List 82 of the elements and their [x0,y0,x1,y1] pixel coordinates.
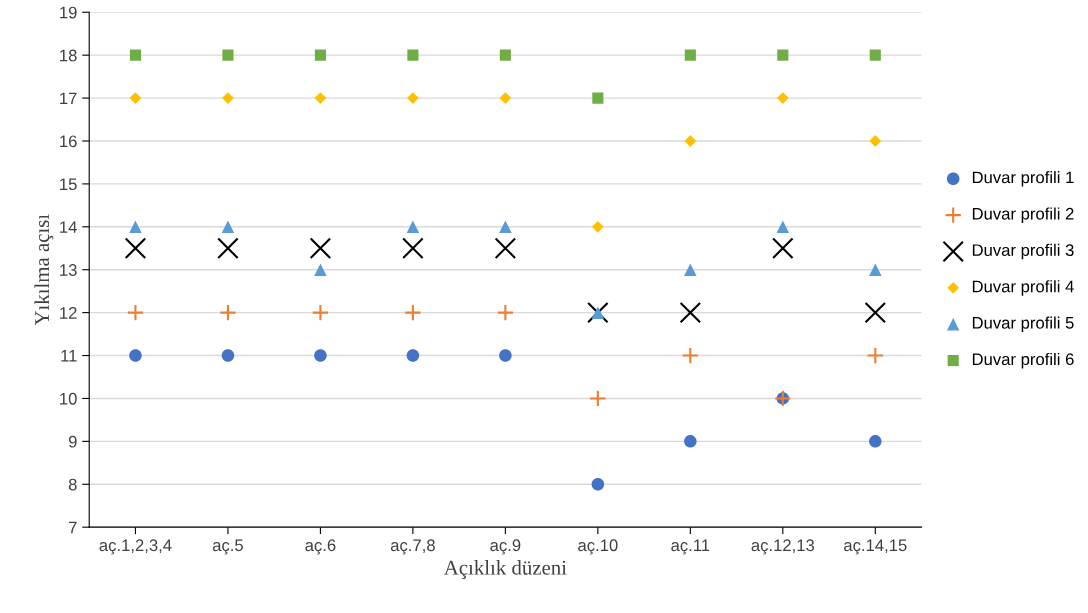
point [591,220,604,233]
x-tick-label: aç.14,15 [844,539,907,555]
point [314,263,327,276]
point [129,49,142,61]
point [684,135,697,147]
point [406,349,420,362]
point [129,220,142,234]
point [129,349,142,362]
point [681,346,700,365]
point [499,49,511,61]
y-tick-label: 16 [60,135,77,148]
point [864,301,887,324]
point [219,303,237,322]
point [591,478,605,491]
legend-label: Duvar profili 5 [972,316,1074,333]
legend-label: Duvar profili 1 [972,171,1074,187]
x-tick-label: aç.11 [671,539,710,555]
point [494,237,517,260]
point [406,220,420,234]
point [866,346,884,365]
point [772,237,794,260]
point [311,303,330,322]
y-tick-label: 7 [69,521,77,534]
point [776,220,790,234]
point [684,49,696,61]
point [776,92,789,104]
point [684,263,697,276]
y-tick-label: 17 [60,92,77,105]
point [869,263,882,276]
point [592,92,604,104]
y-tick-label: 9 [68,435,77,448]
point [222,49,234,61]
y-tick-label: 8 [68,478,77,491]
point [499,92,512,104]
y-tick-label: 10 [60,392,77,405]
x-tick-label: aç.12,13 [751,539,815,555]
point [496,303,515,322]
point [591,306,605,319]
x-tick-label: aç.6 [305,539,336,555]
legend-label: Duvar profili 2 [972,207,1074,223]
point [314,349,327,362]
point [126,303,145,322]
point [217,237,239,260]
point [407,92,419,104]
point [499,349,512,362]
point [777,49,789,61]
point [407,49,419,61]
point [221,220,235,234]
point [869,49,881,61]
y-tick-label: 19 [60,6,77,19]
x-tick-label: aç.9 [490,539,521,555]
y-tick-label: 12 [60,307,77,319]
y-tick-label: 11 [61,350,77,362]
point [314,49,326,61]
legend-label: Duvar profili 4 [972,280,1074,296]
point [679,301,702,324]
x-axis-title: Açıklık düzeni [443,560,567,579]
x-tick-label: aç.7,8 [390,539,435,555]
legend-label: Duvar profili 3 [972,243,1074,260]
x-tick-label: aç.1,2,3,4 [99,539,172,555]
point [869,435,882,448]
point [589,389,607,408]
point [587,301,609,324]
y-tick-label: 18 [60,49,77,62]
legend-label: Duvar profili 6 [972,352,1074,369]
y-axis-title: Yıkılma açısı [34,214,54,326]
x-tick-label: aç.5 [212,539,243,555]
point [124,237,147,260]
y-tick-label: 15 [60,178,77,191]
point [221,349,235,362]
point [869,135,882,147]
point [684,435,697,448]
y-tick-label: 13 [60,264,77,276]
point [314,92,327,104]
point [309,237,332,260]
point [499,220,512,234]
point [129,92,142,104]
y-tick-label: 14 [60,221,77,233]
point [404,303,422,322]
point [222,92,234,104]
x-tick-label: aç.10 [578,539,618,555]
point [402,237,424,260]
